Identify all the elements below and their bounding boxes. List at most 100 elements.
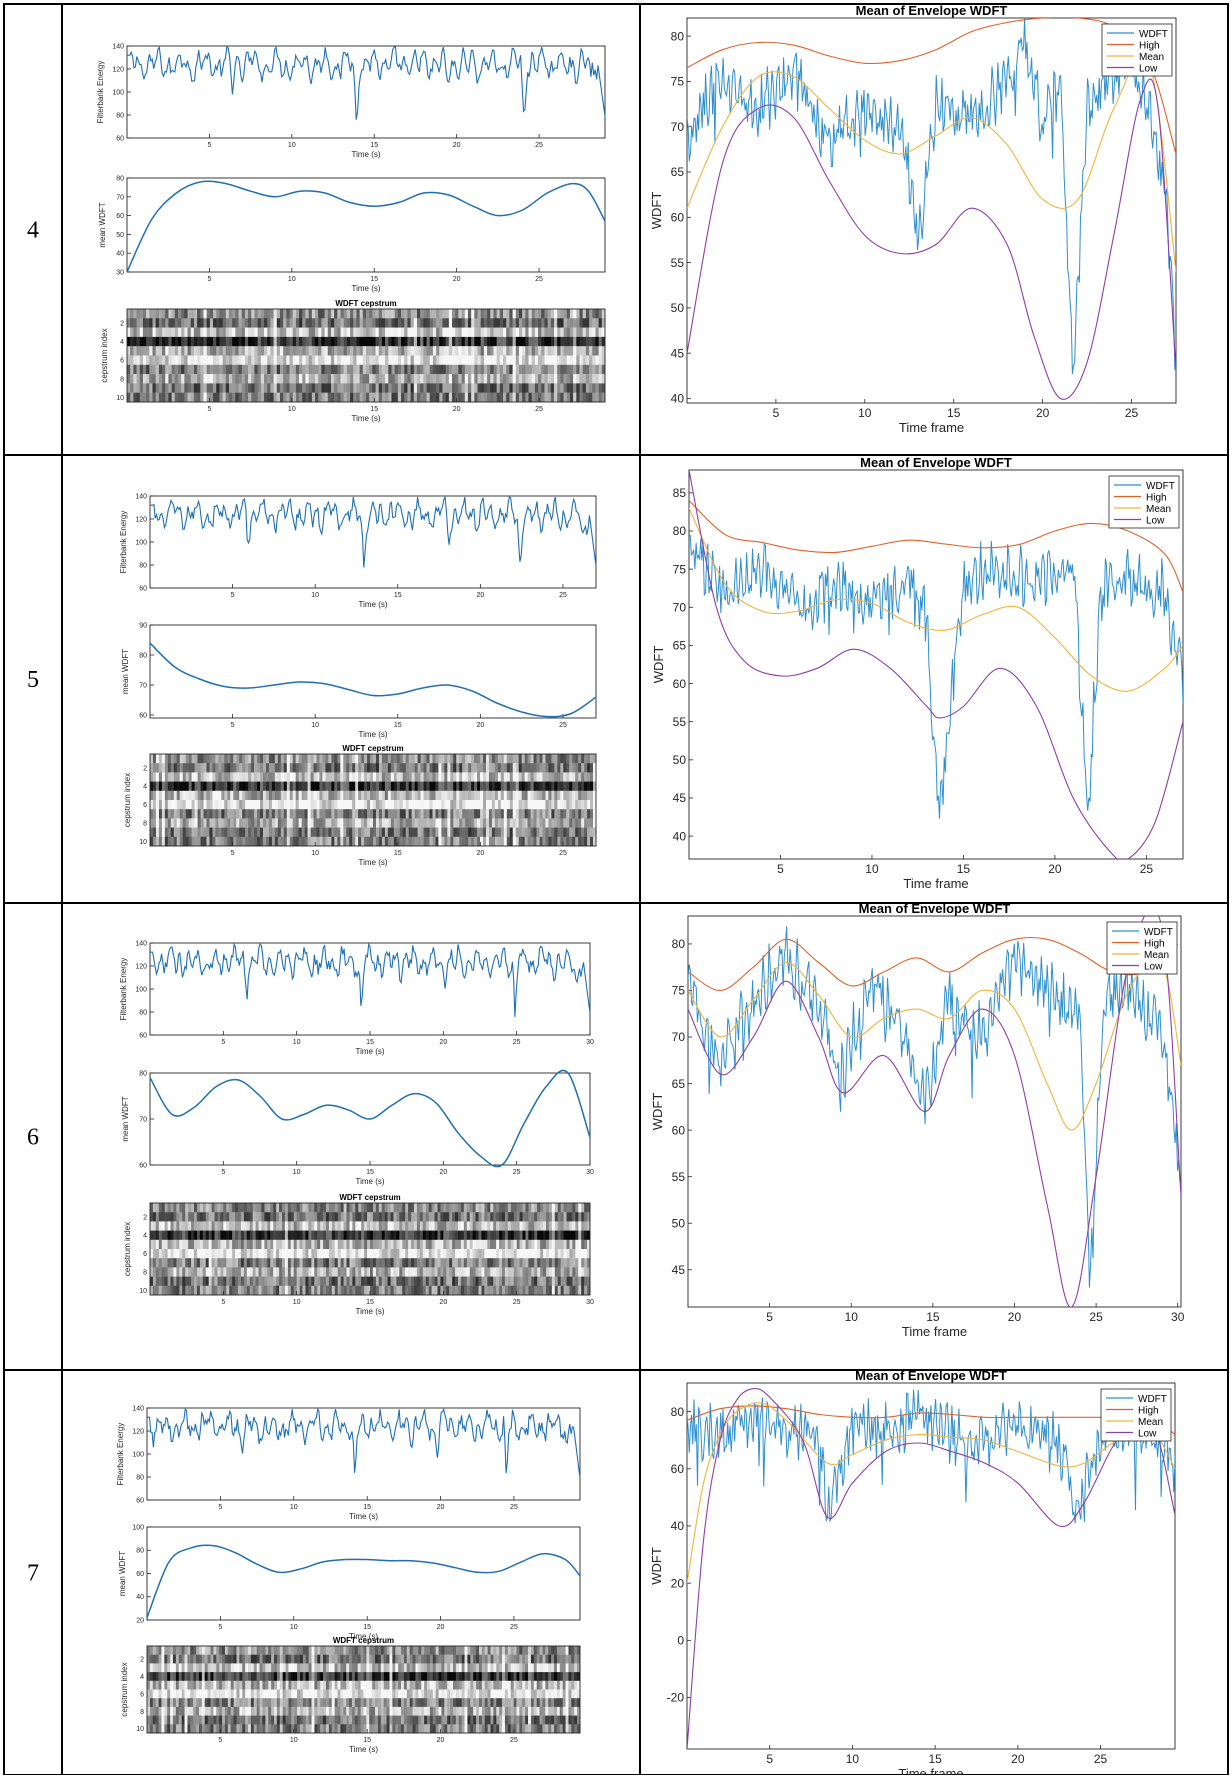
- cepstrum-cell: [260, 782, 263, 791]
- cepstrum-cell: [450, 772, 453, 781]
- cepstrum-cell: [188, 1221, 191, 1230]
- cepstrum-cell: [299, 318, 303, 328]
- cepstrum-cell: [344, 365, 348, 375]
- cepstrum-cell: [452, 1231, 455, 1240]
- cepstrum-cell: [248, 328, 252, 338]
- cepstrum-cell: [595, 346, 599, 356]
- cepstrum-cell: [456, 837, 459, 846]
- cepstrum-cell: [376, 837, 379, 846]
- cepstrum-cell: [400, 809, 403, 818]
- cepstrum-cell: [267, 1212, 270, 1221]
- cepstrum-cell: [501, 837, 504, 846]
- cepstrum-cell: [376, 800, 379, 809]
- cepstrum-cell: [520, 1277, 523, 1286]
- cepstrum-cell: [239, 782, 242, 791]
- cepstrum-cell: [433, 374, 437, 384]
- cepstrum-cell: [572, 1203, 575, 1212]
- cepstrum-cell: [468, 809, 471, 818]
- cepstrum-cell: [474, 337, 478, 347]
- cepstrum-cell: [363, 346, 367, 356]
- cepstrum-cell: [379, 337, 383, 347]
- y-tick-label: 85: [673, 486, 687, 500]
- y-tick-label: 80: [672, 937, 686, 951]
- cepstrum-cell: [360, 365, 364, 375]
- cepstrum-cell: [388, 791, 391, 800]
- cepstrum-cell: [337, 809, 340, 818]
- cepstrum-cell: [376, 309, 380, 319]
- cepstrum-cell: [273, 1231, 276, 1240]
- cepstrum-cell: [296, 818, 299, 827]
- cepstrum-cell: [388, 1249, 391, 1258]
- cepstrum-cell: [584, 1286, 587, 1295]
- cepstrum-cell: [219, 309, 223, 319]
- cepstrum-cell: [584, 1221, 587, 1230]
- cepstrum-cell: [317, 1231, 320, 1240]
- cepstrum-cell: [341, 1286, 344, 1295]
- cepstrum-cell: [352, 837, 355, 846]
- cepstrum-cell: [414, 1258, 417, 1267]
- cepstrum-cell: [563, 828, 566, 837]
- cepstrum-cell: [511, 1203, 514, 1212]
- cepstrum-cell: [423, 1203, 426, 1212]
- cepstrum-cell: [206, 1231, 209, 1240]
- cepstrum-cell: [497, 383, 501, 393]
- cepstrum-cell: [261, 1221, 264, 1230]
- cepstrum-cell: [320, 1212, 323, 1221]
- cepstrum-cell: [498, 818, 501, 827]
- cepstrum-cell: [220, 1258, 223, 1267]
- cepstrum-cell: [270, 1231, 273, 1240]
- cepstrum-cell: [462, 318, 466, 328]
- cepstrum-cell: [194, 309, 198, 319]
- cepstrum-cell: [341, 337, 345, 347]
- cepstrum-cell: [296, 837, 299, 846]
- cepstrum-cell: [569, 828, 572, 837]
- cepstrum-cell: [212, 1212, 215, 1221]
- cepstrum-cell: [215, 800, 218, 809]
- cepstrum-cell: [415, 828, 418, 837]
- cepstrum-cell: [275, 782, 278, 791]
- cepstrum-cell: [322, 772, 325, 781]
- cepstrum-cell: [291, 1267, 294, 1276]
- cepstrum-cell: [331, 791, 334, 800]
- cepstrum-cell: [247, 1286, 250, 1295]
- legend-label: Mean: [1146, 504, 1171, 515]
- cepstrum-cell: [259, 1240, 262, 1249]
- cepstrum-cell: [437, 1258, 440, 1267]
- cepstrum-cell: [254, 374, 258, 384]
- cepstrum-cell: [349, 782, 352, 791]
- cepstrum-cell: [557, 365, 561, 375]
- cepstrum-cell: [305, 383, 309, 393]
- cepstrum-cell: [168, 383, 172, 393]
- cepstrum-cell: [203, 1231, 206, 1240]
- cepstrum-cell: [513, 309, 517, 319]
- cepstrum-cell: [319, 828, 322, 837]
- cepstrum-cell: [334, 328, 338, 338]
- cepstrum-cell: [489, 754, 492, 763]
- cepstrum-cell: [364, 791, 367, 800]
- cepstrum-cell: [300, 1286, 303, 1295]
- cepstrum-cell: [143, 383, 147, 393]
- cepstrum-cell: [325, 818, 328, 827]
- cepstrum-cell: [264, 309, 268, 319]
- cepstrum-cell: [180, 837, 183, 846]
- cepstrum-cell: [356, 318, 360, 328]
- cepstrum-cell: [554, 393, 558, 403]
- cepstrum-cell: [230, 800, 233, 809]
- cepstrum-cell: [254, 356, 258, 366]
- cepstrum-cell: [334, 837, 337, 846]
- cepstrum-cell: [400, 782, 403, 791]
- cepstrum-cell: [257, 818, 260, 827]
- cepstrum-cell: [519, 365, 523, 375]
- cepstrum-cell: [200, 1240, 203, 1249]
- cepstrum-cell: [575, 800, 578, 809]
- cepstrum-cell: [305, 346, 309, 356]
- cepstrum-cell: [558, 1267, 561, 1276]
- cepstrum-cell: [229, 1249, 232, 1258]
- cepstrum-cell: [219, 318, 223, 328]
- cepstrum-cell: [235, 1212, 238, 1221]
- x-tick-label: 15: [370, 276, 378, 283]
- cepstrum-cell: [376, 809, 379, 818]
- cepstrum-cell: [341, 1249, 344, 1258]
- cepstrum-cell: [264, 318, 268, 328]
